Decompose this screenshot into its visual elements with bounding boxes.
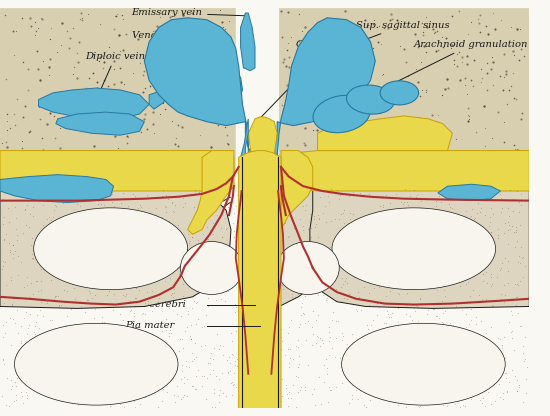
Polygon shape [39,88,149,119]
Text: Falx cerebri: Falx cerebri [125,300,186,309]
Ellipse shape [277,242,339,295]
Ellipse shape [332,208,496,290]
Ellipse shape [380,81,419,105]
Polygon shape [438,184,500,201]
Polygon shape [144,18,375,181]
Polygon shape [239,151,281,409]
Polygon shape [0,175,113,203]
Ellipse shape [180,242,243,295]
Ellipse shape [14,323,178,405]
Polygon shape [240,119,248,160]
Polygon shape [310,189,529,308]
Polygon shape [0,8,529,409]
Text: Subdural cavity: Subdural cavity [8,213,87,223]
Polygon shape [274,151,313,230]
Polygon shape [149,85,168,109]
Polygon shape [0,151,234,191]
Text: Cerebral vein: Cerebral vein [252,40,365,126]
Polygon shape [0,189,231,308]
Ellipse shape [313,95,370,133]
Ellipse shape [342,323,505,405]
Polygon shape [248,117,277,409]
Ellipse shape [346,85,394,114]
Polygon shape [56,112,144,135]
Polygon shape [188,151,234,234]
Text: Emissary vein: Emissary vein [131,8,245,17]
Text: Meningeal vein: Meningeal vein [8,153,86,184]
Polygon shape [240,13,255,71]
Polygon shape [279,8,529,181]
Text: Subarachnoid cavity: Subarachnoid cavity [8,225,112,234]
Polygon shape [279,189,332,307]
Text: Pia mater: Pia mater [125,321,174,330]
Polygon shape [281,151,529,191]
Text: Sup. sagittal sinus: Sup. sagittal sinus [311,21,450,60]
Polygon shape [317,116,452,151]
Polygon shape [168,68,243,107]
Polygon shape [0,8,236,181]
Ellipse shape [34,208,188,290]
Text: Diploic vein: Diploic vein [85,52,146,97]
Text: Dura mater: Dura mater [457,195,515,220]
Text: Cerebral cortex: Cerebral cortex [407,264,488,287]
Text: Venous lacuna: Venous lacuna [131,31,205,74]
Text: Arachnoid: Arachnoid [415,201,471,245]
Text: Arachnoid granulation: Arachnoid granulation [373,40,529,94]
